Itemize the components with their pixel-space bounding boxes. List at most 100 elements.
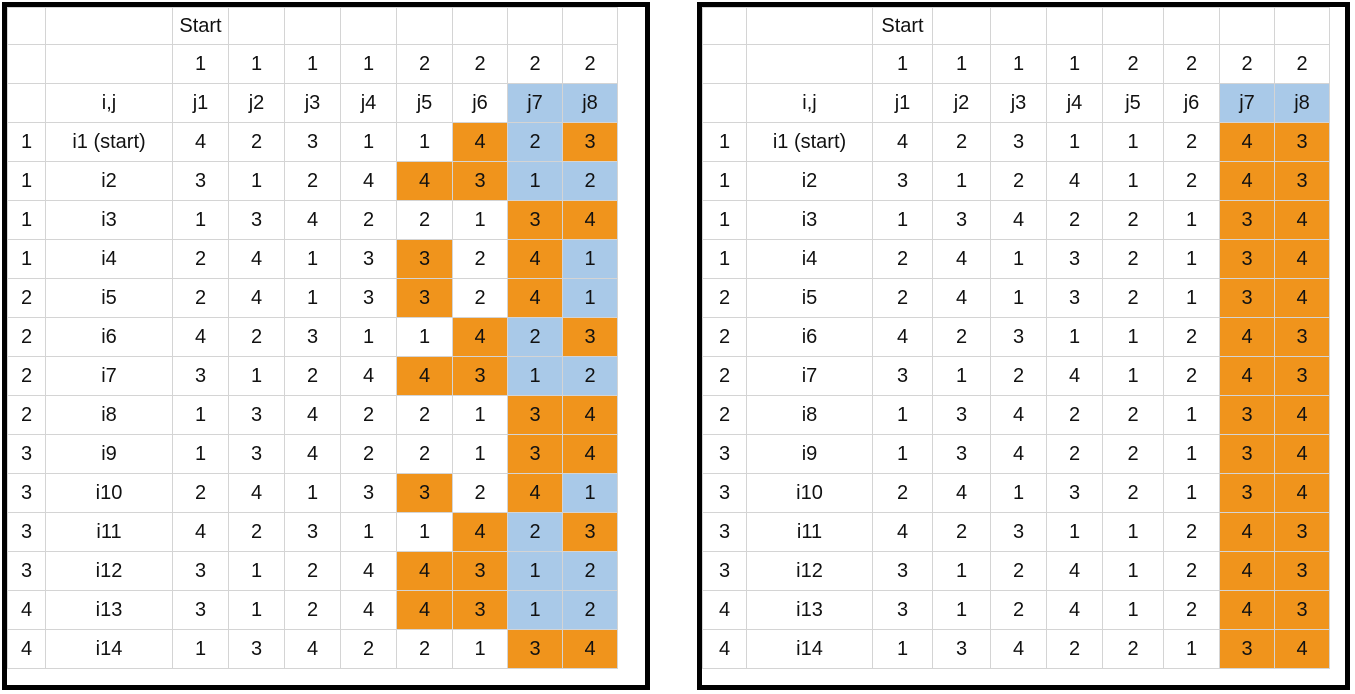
group-number-cell[interactable]: 3 [7,512,46,552]
value-cell[interactable]: 4 [1274,434,1330,474]
value-cell[interactable]: 1 [1046,512,1103,552]
value-cell[interactable]: 3 [872,590,933,630]
value-cell[interactable]: 3 [1274,317,1330,357]
value-cell[interactable]: 4 [1046,551,1103,591]
start-value-cell[interactable]: 1 [872,44,933,84]
row-label-cell[interactable]: i9 [45,434,173,474]
value-cell[interactable]: 1 [228,551,285,591]
value-cell[interactable]: 4 [172,512,229,552]
value-cell[interactable]: 2 [1102,434,1164,474]
row-label-cell[interactable]: i10 [746,473,873,513]
group-number-cell[interactable]: 2 [7,356,46,396]
value-cell[interactable]: 2 [1102,473,1164,513]
value-cell[interactable]: 3 [1274,161,1330,201]
start-value-cell[interactable]: 2 [507,44,563,84]
value-cell[interactable]: 4 [932,278,991,318]
row-label-cell[interactable]: i7 [746,356,873,396]
value-cell[interactable]: 2 [452,239,508,279]
column-label-j3[interactable]: j3 [990,83,1047,123]
group-number-cell[interactable]: 1 [7,122,46,162]
value-cell[interactable]: 2 [1163,161,1220,201]
value-cell[interactable]: 2 [452,278,508,318]
value-cell[interactable]: 4 [507,278,563,318]
value-cell[interactable]: 4 [507,473,563,513]
start-value-cell[interactable]: 2 [1274,44,1330,84]
value-cell[interactable]: 4 [452,512,508,552]
column-label-j2[interactable]: j2 [932,83,991,123]
value-cell[interactable]: 3 [452,551,508,591]
value-cell[interactable]: 1 [932,356,991,396]
column-label-j4[interactable]: j4 [340,83,397,123]
value-cell[interactable]: 4 [340,356,397,396]
value-cell[interactable]: 2 [340,434,397,474]
row-label-cell[interactable]: i11 [45,512,173,552]
value-cell[interactable]: 3 [1219,473,1275,513]
value-cell[interactable]: 2 [562,161,618,201]
row-label-cell[interactable]: i3 [45,200,173,240]
value-cell[interactable]: 1 [562,239,618,279]
value-cell[interactable]: 2 [340,200,397,240]
group-number-cell[interactable]: 2 [702,356,747,396]
value-cell[interactable]: 3 [1219,278,1275,318]
value-cell[interactable]: 4 [562,629,618,669]
value-cell[interactable]: 2 [396,629,453,669]
value-cell[interactable]: 1 [562,473,618,513]
value-cell[interactable]: 3 [507,629,563,669]
value-cell[interactable]: 1 [452,395,508,435]
value-cell[interactable]: 1 [1046,122,1103,162]
value-cell[interactable]: 2 [1046,434,1103,474]
value-cell[interactable]: 4 [872,317,933,357]
value-cell[interactable]: 2 [228,317,285,357]
value-cell[interactable]: 1 [1163,395,1220,435]
start-value-cell[interactable]: 1 [340,44,397,84]
value-cell[interactable]: 4 [396,590,453,630]
value-cell[interactable]: 2 [284,551,341,591]
value-cell[interactable]: 4 [1274,629,1330,669]
value-cell[interactable]: 3 [872,356,933,396]
value-cell[interactable]: 3 [452,161,508,201]
value-cell[interactable]: 3 [452,590,508,630]
value-cell[interactable]: 2 [990,356,1047,396]
row-label-cell[interactable]: i5 [746,278,873,318]
group-number-cell[interactable]: 3 [7,434,46,474]
empty-cell[interactable] [1274,7,1330,45]
empty-cell[interactable] [284,7,341,45]
value-cell[interactable]: 3 [340,278,397,318]
column-label-j7[interactable]: j7 [1219,83,1275,123]
empty-cell[interactable] [45,44,173,84]
value-cell[interactable]: 3 [872,551,933,591]
value-cell[interactable]: 4 [396,161,453,201]
value-cell[interactable]: 2 [452,473,508,513]
value-cell[interactable]: 2 [990,161,1047,201]
value-cell[interactable]: 1 [1163,278,1220,318]
group-number-cell[interactable]: 1 [702,122,747,162]
start-value-cell[interactable]: 1 [172,44,229,84]
value-cell[interactable]: 1 [990,278,1047,318]
value-cell[interactable]: 2 [396,434,453,474]
value-cell[interactable]: 1 [452,200,508,240]
group-number-cell[interactable]: 1 [7,200,46,240]
value-cell[interactable]: 1 [932,551,991,591]
column-label-j1[interactable]: j1 [172,83,229,123]
start-value-cell[interactable]: 2 [562,44,618,84]
value-cell[interactable]: 2 [562,356,618,396]
row-label-cell[interactable]: i13 [45,590,173,630]
value-cell[interactable]: 1 [396,317,453,357]
value-cell[interactable]: 4 [228,278,285,318]
value-cell[interactable]: 2 [1163,122,1220,162]
value-cell[interactable]: 3 [932,395,991,435]
value-cell[interactable]: 3 [284,317,341,357]
value-cell[interactable]: 4 [990,434,1047,474]
empty-cell[interactable] [1219,7,1275,45]
value-cell[interactable]: 4 [1274,239,1330,279]
value-cell[interactable]: 1 [872,395,933,435]
value-cell[interactable]: 1 [452,629,508,669]
empty-cell[interactable] [452,7,508,45]
value-cell[interactable]: 4 [1046,590,1103,630]
row-label-cell[interactable]: i1 (start) [45,122,173,162]
group-number-cell[interactable]: 3 [7,551,46,591]
value-cell[interactable]: 2 [340,629,397,669]
value-cell[interactable]: 2 [396,395,453,435]
column-label-j3[interactable]: j3 [284,83,341,123]
value-cell[interactable]: 1 [1102,512,1164,552]
